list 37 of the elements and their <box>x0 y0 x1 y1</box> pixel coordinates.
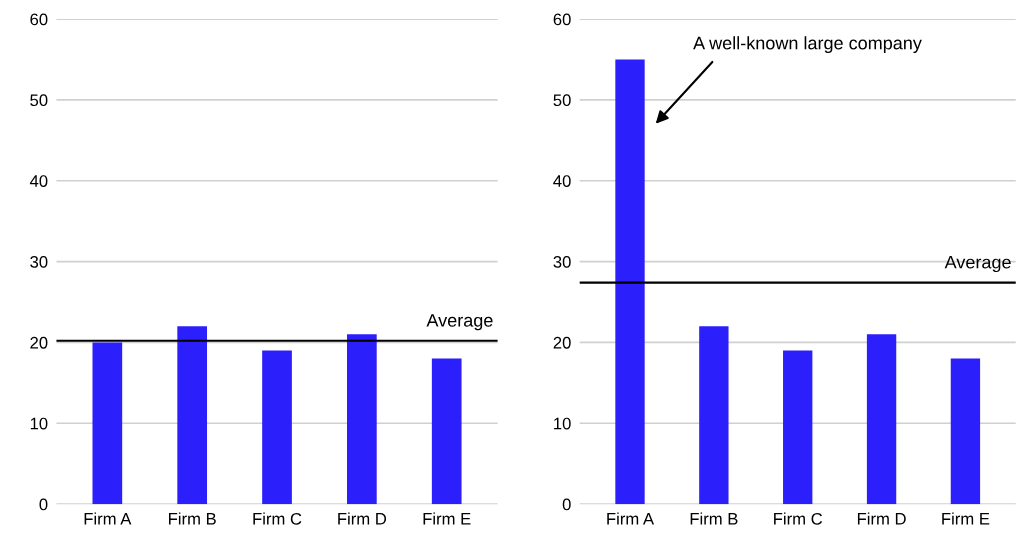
y-tick-label: 0 <box>39 498 48 511</box>
bar <box>177 326 208 505</box>
x-tick-label: Firm B <box>690 512 738 525</box>
x-tick-label: Firm E <box>942 512 990 525</box>
y-tick-label: 30 <box>30 256 48 268</box>
y-tick-label: 60 <box>553 13 571 26</box>
y-tick-label: 40 <box>29 175 48 187</box>
bar <box>431 358 462 505</box>
x-tick-label: Firm C <box>774 512 823 525</box>
bar <box>699 326 729 505</box>
y-tick-label: 30 <box>553 256 571 268</box>
y-tick-label: 10 <box>554 417 571 430</box>
y-tick-label: 50 <box>30 94 48 107</box>
bar <box>92 342 123 505</box>
x-tick-label: Firm D <box>338 512 387 525</box>
x-tick-label: Firm D <box>857 512 906 525</box>
annotation: A well-known large company <box>693 36 922 54</box>
x-tick-label: Firm B <box>169 512 216 525</box>
y-tick-label: 50 <box>553 94 571 107</box>
bar <box>615 59 645 505</box>
x-tick-label: Firm E <box>423 512 471 525</box>
bar <box>347 334 377 505</box>
y-tick-label: 20 <box>30 336 48 349</box>
bar <box>950 358 981 505</box>
ref-line-label: Average <box>944 255 1011 273</box>
bar <box>866 334 897 505</box>
y-tick-label: 0 <box>562 498 571 511</box>
x-tick-label: Firm C <box>253 512 302 525</box>
ref-line-label: Average <box>426 314 493 331</box>
x-tick-label: Firm A <box>607 512 655 525</box>
bar <box>262 350 292 505</box>
bar <box>783 350 813 505</box>
x-tick-label: Firm A <box>84 512 132 525</box>
y-tick-label: 60 <box>30 13 48 26</box>
y-tick-label: 40 <box>553 175 571 187</box>
y-tick-label: 20 <box>553 336 571 349</box>
y-tick-label: 10 <box>30 417 48 430</box>
